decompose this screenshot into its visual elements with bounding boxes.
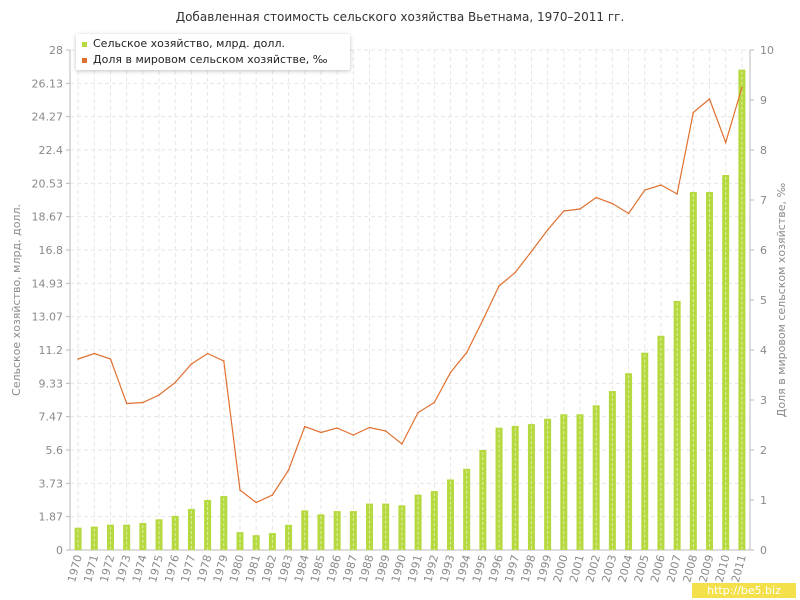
line-point [352,434,355,436]
line-point [724,141,727,144]
line-point [546,229,549,231]
line-point [303,425,306,428]
y-right-tick-label: 6 [760,244,767,257]
line-point [125,402,128,405]
legend: Сельское хозяйство, млрд. долл. Доля в м… [76,34,350,70]
legend-item-value-added[interactable]: Сельское хозяйство, млрд. долл. [82,36,285,52]
line-point [158,394,160,396]
line-point [287,469,290,471]
line-point [206,352,209,355]
y-tick-label: 24.27 [32,111,64,124]
line-point [384,430,387,432]
y-tick-label: 26.13 [32,77,64,90]
line-point [174,381,177,384]
line-point [433,401,436,404]
legend-swatch-bars [82,41,87,47]
bar [220,496,228,550]
bar [738,69,746,551]
line-point [417,411,419,414]
y-tick-label: 22.4 [39,144,64,157]
line-point [109,358,112,360]
line-point [239,489,241,491]
y-right-tick-label: 7 [760,194,767,207]
line-point [401,443,403,445]
watermark-link[interactable]: http://be5.biz [692,583,796,598]
y-tick-label: 28 [49,44,63,57]
chart-title: Добавленная стоимость сельского хозяйств… [175,10,625,24]
bar [463,468,471,550]
line-point [530,250,533,253]
y-axis-title-right: Доля в мировом сельском хозяйстве, ‰ [775,183,788,418]
legend-label-value-added: Сельское хозяйство, млрд. долл. [93,37,285,50]
y-right-tick-label: 4 [760,344,767,357]
line-point [255,501,257,504]
y-right-tick-label: 10 [760,44,774,57]
line-point [449,371,452,374]
line-point [611,202,614,205]
line-point [741,86,743,89]
line-point [142,401,144,404]
bar [187,508,195,550]
line-point [482,319,484,321]
line-point [223,360,225,362]
line-point [514,271,517,274]
line-point [498,285,500,287]
line-point [660,184,662,186]
legend-label-world-share: Доля в мировом сельском хозяйстве, ‰ [93,53,328,66]
bar [155,519,163,550]
y-tick-label: 16.8 [39,244,64,257]
y-tick-label: 3.73 [39,477,64,490]
line-point [93,352,96,355]
line-point [579,208,581,210]
y-tick-label: 11.2 [39,344,64,357]
y-tick-label: 1.87 [39,511,64,524]
y-tick-label: 9.33 [39,377,64,390]
y-tick-label: 5.6 [46,444,64,457]
y-right-tick-label: 5 [760,294,767,307]
line-point [271,494,274,496]
y-tick-label: 7.47 [39,411,64,424]
line-point [708,98,711,100]
y-right-tick-label: 9 [760,94,767,107]
y-tick-label: 0 [56,544,63,557]
line-point [676,193,678,195]
bar [495,427,503,550]
line-point [77,358,79,360]
line-point [627,212,630,215]
y-tick-label: 20.53 [32,177,64,190]
y-axis-title-left: Сельское хозяйство, млрд. долл. [10,204,23,396]
line-point [595,196,597,199]
bar [446,479,454,550]
line-point [336,427,338,429]
line-point [465,351,468,354]
y-right-tick-label: 3 [760,394,767,407]
bar [74,527,82,550]
line-point [563,210,565,212]
line-point [368,426,371,429]
line-point [692,111,695,114]
y-tick-label: 13.07 [32,311,64,324]
line-point [190,363,193,365]
legend-swatch-line [82,57,87,63]
y-tick-label: 18.67 [32,211,64,224]
bar [544,418,552,550]
y-right-tick-label: 8 [760,144,767,157]
y-right-tick-label: 0 [760,544,767,557]
line-point [643,189,646,191]
world-share-line [77,87,743,504]
bar [90,526,98,550]
y-right-tick-label: 1 [760,494,767,507]
y-tick-label: 14.93 [32,277,64,290]
y-right-tick-label: 2 [760,444,767,457]
line-point [320,431,322,434]
legend-item-world-share[interactable]: Доля в мировом сельском хозяйстве, ‰ [82,52,327,68]
